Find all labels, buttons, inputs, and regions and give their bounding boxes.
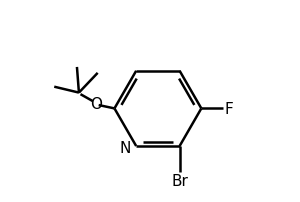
- Text: O: O: [90, 97, 102, 112]
- Text: F: F: [224, 101, 233, 116]
- Text: N: N: [120, 140, 131, 155]
- Text: Br: Br: [171, 173, 188, 188]
